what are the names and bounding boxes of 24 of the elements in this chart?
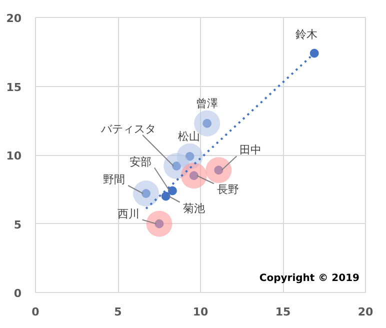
y-tick-label: 10: [6, 150, 22, 162]
point: [168, 186, 177, 196]
annotation: 長野: [216, 183, 239, 196]
point: [161, 192, 170, 201]
x-tick-label: 15: [275, 306, 291, 318]
annotation: 田中: [240, 144, 262, 157]
annotation: 西川: [117, 207, 140, 220]
annotation: 野間: [103, 173, 126, 186]
x-tick-label: 20: [358, 306, 374, 318]
annotation: 安部: [129, 155, 152, 168]
annotation: 菊池: [182, 202, 205, 215]
y-tick-label: 0: [14, 287, 22, 300]
x-tick-label: 10: [192, 306, 208, 318]
annotation: 曾澤: [196, 96, 218, 110]
point: [310, 48, 319, 58]
y-tick-label: 20: [6, 12, 22, 25]
y-tick-label: 5: [14, 218, 22, 232]
annotation: 松山: [178, 130, 200, 143]
annotation: Copyright © 2019: [259, 273, 360, 284]
annotation: バティスタ: [100, 122, 156, 136]
annotation: 鈴木: [295, 28, 318, 41]
y-tick-label: 15: [6, 80, 22, 94]
x-tick-label: 5: [114, 306, 122, 318]
x-tick-label: 0: [32, 306, 40, 318]
